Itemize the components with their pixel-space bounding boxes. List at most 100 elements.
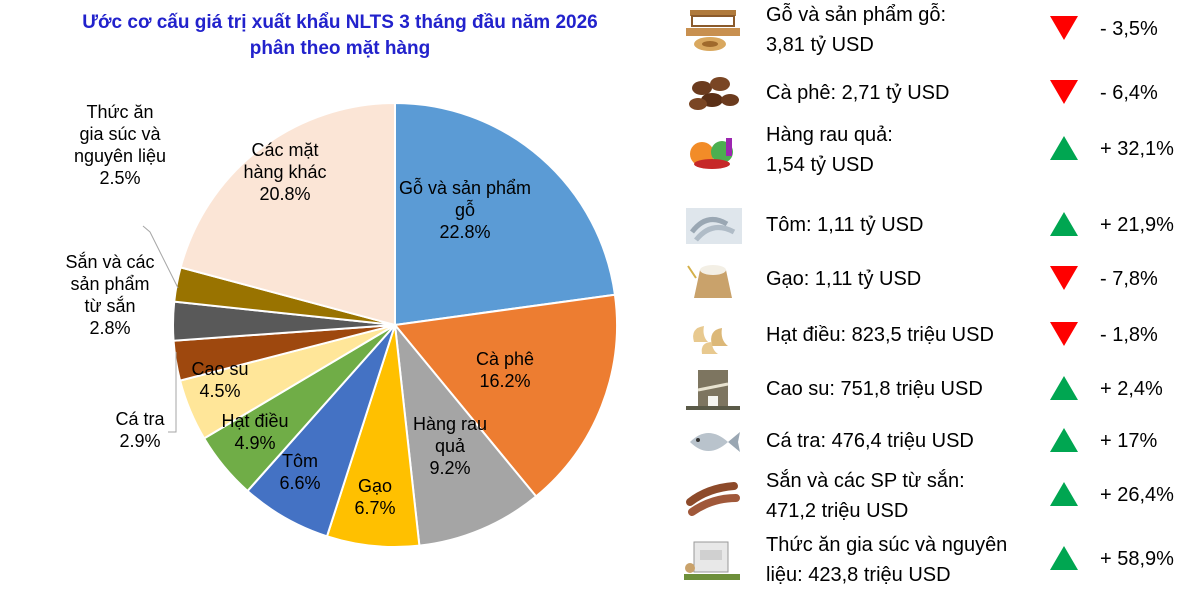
export-item-row: Thức ăn gia súc và nguyên liệu: 423,8 tri…	[670, 532, 1200, 588]
slice-label: Gỗ và sản phẩm gỗ 22.8%	[399, 177, 531, 242]
slice-name-label: Tôm	[282, 451, 318, 471]
export-item-text: Sắn và các SP từ sắn: 471,2 triệu USD	[766, 466, 1056, 526]
slice-name-label: Hàng rau	[413, 414, 487, 434]
slice-name-label: gỗ	[455, 199, 475, 220]
leader-line	[168, 352, 177, 433]
animal-feed-icon	[682, 536, 744, 582]
export-item-text: Thức ăn gia súc và nguyên liệu: 423,8 tri…	[766, 530, 1056, 590]
export-item-row: Hạt điều: 823,5 triệu USD - 1,8%	[670, 308, 1200, 364]
slice-label: Sắn và các sản phẩm từ sắn 2.8%	[65, 251, 154, 338]
slice-label: Hạt điều 4.9%	[221, 411, 288, 453]
slice-label: Cà phê 16.2%	[476, 349, 534, 391]
slice-value-label: 20.8%	[259, 184, 310, 204]
slice-name-label: Thức ăn	[86, 102, 153, 122]
slice-value-label: 9.2%	[429, 458, 470, 478]
slice-label: Các mặt hàng khác 20.8%	[243, 140, 326, 204]
export-item-line: 1,54 tỷ USD	[766, 154, 874, 176]
slice-label: Hàng rau quả 9.2%	[413, 414, 487, 478]
cassava-icon	[682, 472, 744, 518]
export-item-line: Hàng rau quả:	[766, 124, 893, 146]
export-item-text: Hạt điều: 823,5 triệu USD	[766, 320, 1056, 350]
export-item-row: Cao su: 751,8 triệu USD + 2,4%	[670, 362, 1200, 418]
export-item-change: + 21,9%	[1100, 214, 1174, 236]
slice-name-label: Sắn và các	[65, 251, 154, 272]
export-item-row: Cà phê: 2,71 tỷ USD - 6,4%	[670, 66, 1200, 122]
slice-name-label: Gỗ và sản phẩm	[399, 177, 531, 198]
triangle-up-icon	[1050, 376, 1078, 400]
triangle-up-icon	[1050, 212, 1078, 236]
triangle-down-icon	[1050, 322, 1078, 346]
export-item-change: + 26,4%	[1100, 484, 1174, 506]
pie-slice	[394, 101, 617, 327]
export-item-text: Tôm: 1,11 tỷ USD	[766, 210, 1056, 240]
export-item-change: + 2,4%	[1100, 378, 1163, 400]
export-item-change: + 32,1%	[1100, 138, 1174, 160]
vegetables-icon	[682, 126, 744, 172]
export-items-panel: Gỗ và sản phẩm gỗ: 3,81 tỷ USD - 3,5% Cà ph…	[670, 0, 1200, 596]
export-item-change: - 1,8%	[1100, 324, 1158, 346]
export-item-change: + 17%	[1100, 430, 1158, 452]
slice-name-label: Cá tra	[115, 409, 165, 429]
export-item-text: Cà phê: 2,71 tỷ USD	[766, 78, 1056, 108]
slice-value-label: 2.8%	[89, 318, 130, 338]
wood-furniture-icon	[682, 6, 744, 52]
slice-label: Tôm 6.6%	[279, 451, 320, 493]
triangle-down-icon	[1050, 266, 1078, 290]
export-item-row: Gạo: 1,11 tỷ USD - 7,8%	[670, 252, 1200, 308]
slice-name-label: Các mặt	[251, 140, 318, 160]
slice-name-label: nguyên liệu	[74, 146, 166, 166]
slice-label: Cao su 4.5%	[191, 359, 248, 401]
pie-slice	[393, 321, 538, 547]
chart-title: Ước cơ cấu giá trị xuất khẩu NLTS 3 thán…	[20, 10, 660, 62]
export-item-line: Gỗ và sản phẩm gỗ:	[766, 4, 947, 26]
export-item-change: + 58,9%	[1100, 548, 1174, 570]
export-item-row: Sắn và các SP từ sắn: 471,2 triệu USD + 26…	[670, 468, 1200, 524]
slice-label: Gạo 6.7%	[354, 476, 395, 518]
slice-name-label: Cà phê	[476, 349, 534, 369]
export-item-line: Tôm: 1,11 tỷ USD	[766, 214, 924, 236]
export-item-change: - 3,5%	[1100, 18, 1158, 40]
export-item-text: Gỗ và sản phẩm gỗ: 3,81 tỷ USD	[766, 0, 1056, 60]
slice-value-label: 2.5%	[99, 168, 140, 188]
slice-name-label: Cao su	[191, 359, 248, 379]
export-item-row: Cá tra: 476,4 triệu USD + 17%	[670, 414, 1200, 470]
export-item-line: Thức ăn gia súc và nguyên	[766, 534, 1008, 556]
rice-sack-icon	[682, 256, 744, 302]
slice-value-label: 6.7%	[354, 498, 395, 518]
pie-chart: Gỗ và sản phẩm gỗ 22.8% Cà phê 16.2% Hàng rau…	[65, 101, 618, 548]
chart-title-line-1: Ước cơ cấu giá trị xuất khẩu NLTS 3 thán…	[82, 12, 598, 33]
export-item-line: 3,81 tỷ USD	[766, 34, 874, 56]
fish-icon	[682, 418, 744, 464]
export-item-line: Cà phê: 2,71 tỷ USD	[766, 82, 950, 104]
slice-name-label: gia súc và	[79, 124, 161, 144]
slice-name-label: Hạt điều	[221, 411, 288, 431]
export-item-line: 471,2 triệu USD	[766, 500, 909, 522]
slice-value-label: 4.5%	[199, 381, 240, 401]
slice-name-label: quả	[435, 436, 466, 456]
triangle-up-icon	[1050, 482, 1078, 506]
export-item-line: Cá tra: 476,4 triệu USD	[766, 430, 974, 452]
triangle-up-icon	[1050, 546, 1078, 570]
triangle-up-icon	[1050, 136, 1078, 160]
triangle-down-icon	[1050, 16, 1078, 40]
export-item-change: - 6,4%	[1100, 82, 1158, 104]
triangle-up-icon	[1050, 428, 1078, 452]
slice-name-label: Gạo	[358, 476, 392, 496]
export-item-line: Hạt điều: 823,5 triệu USD	[766, 324, 994, 346]
export-item-row: Hàng rau quả: 1,54 tỷ USD + 32,1%	[670, 122, 1200, 178]
triangle-down-icon	[1050, 80, 1078, 104]
slice-value-label: 6.6%	[279, 473, 320, 493]
export-item-line: Cao su: 751,8 triệu USD	[766, 378, 983, 400]
coffee-beans-icon	[682, 70, 744, 116]
chart-title-line-2: phân theo mặt hàng	[249, 38, 431, 59]
pie-slice	[393, 293, 618, 498]
cashew-icon	[682, 312, 744, 358]
export-item-line: Sắn và các SP từ sắn:	[766, 470, 965, 492]
slice-label: Cá tra 2.9%	[115, 409, 165, 451]
slice-value-label: 4.9%	[234, 433, 275, 453]
export-item-text: Hàng rau quả: 1,54 tỷ USD	[766, 120, 1056, 180]
export-item-line: Gạo: 1,11 tỷ USD	[766, 268, 922, 290]
export-item-line: liệu: 423,8 triệu USD	[766, 564, 951, 586]
slice-value-label: 22.8%	[439, 222, 490, 242]
export-item-text: Cao su: 751,8 triệu USD	[766, 374, 1056, 404]
